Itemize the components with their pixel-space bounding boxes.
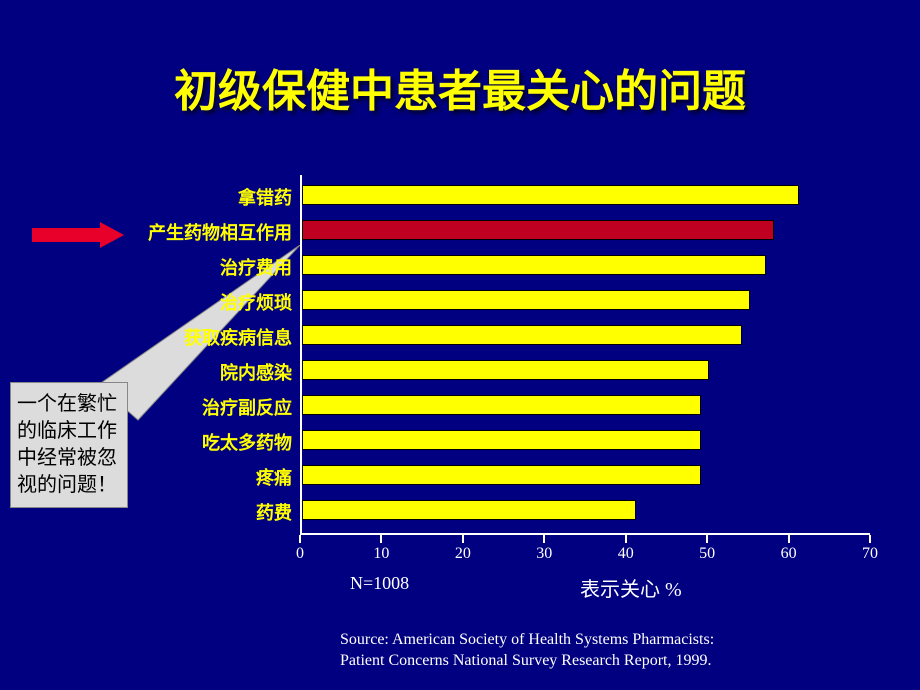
bar [302, 290, 750, 310]
bar [302, 185, 799, 205]
x-tick [788, 535, 790, 543]
x-tick [706, 535, 708, 543]
x-tick [543, 535, 545, 543]
bar [302, 465, 701, 485]
bar [302, 430, 701, 450]
y-category-label: 获取疾病信息 [184, 324, 292, 350]
y-category-label: 拿错药 [238, 184, 292, 210]
bar [302, 325, 742, 345]
x-tick-label: 30 [536, 545, 552, 563]
bar [302, 395, 701, 415]
source-line-1: Source: American Society of Health Syste… [340, 630, 714, 651]
bar [302, 220, 774, 240]
source-citation: Source: American Society of Health Syste… [340, 630, 714, 672]
bar [302, 255, 766, 275]
slide-title: 初级保健中患者最关心的问题 [0, 0, 920, 119]
y-category-label: 药费 [256, 499, 292, 525]
y-category-label: 治疗费用 [220, 254, 292, 280]
x-tick-label: 40 [618, 545, 634, 563]
y-category-label: 吃太多药物 [202, 429, 292, 455]
x-tick-label: 20 [455, 545, 471, 563]
x-tick-label: 60 [781, 545, 797, 563]
x-tick [299, 535, 301, 543]
bar [302, 500, 636, 520]
x-tick-label: 10 [373, 545, 389, 563]
x-tick [462, 535, 464, 543]
x-tick-label: 50 [699, 545, 715, 563]
x-tick [625, 535, 627, 543]
y-category-label: 疼痛 [256, 464, 292, 490]
source-line-2: Patient Concerns National Survey Researc… [340, 651, 714, 672]
y-axis-labels: 拿错药产生药物相互作用治疗费用治疗烦琐获取疾病信息院内感染治疗副反应吃太多药物疼… [0, 175, 300, 535]
sample-size-label: N=1008 [350, 573, 409, 594]
y-category-label: 治疗副反应 [202, 394, 292, 420]
chart-area: 010203040506070 N=1008 表示关心 % [300, 175, 870, 565]
x-tick [869, 535, 871, 543]
x-axis-label: 表示关心 % [580, 573, 682, 602]
x-tick [380, 535, 382, 543]
x-tick-label: 70 [862, 545, 878, 563]
x-tick-label: 0 [296, 545, 304, 563]
y-category-label: 产生药物相互作用 [148, 219, 292, 245]
bar [302, 360, 709, 380]
plot-region [300, 175, 870, 535]
y-category-label: 院内感染 [220, 359, 292, 385]
y-category-label: 治疗烦琐 [220, 289, 292, 315]
